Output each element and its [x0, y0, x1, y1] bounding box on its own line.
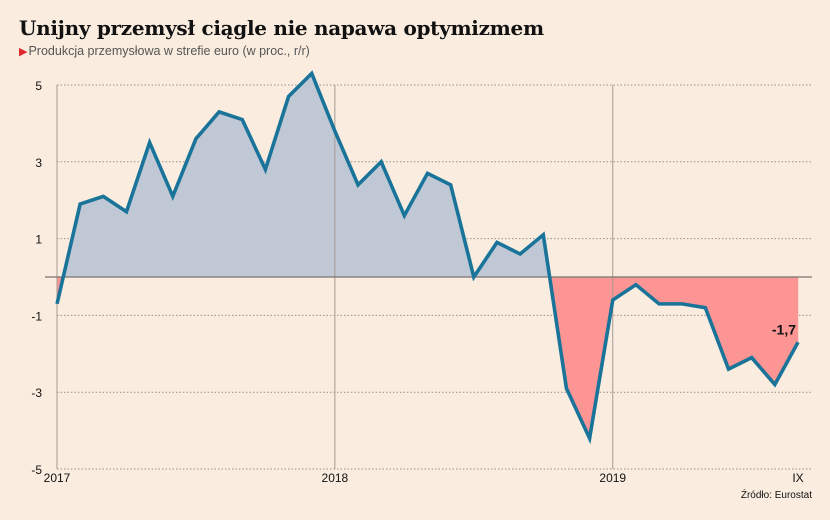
positive-area-fill — [62, 72, 550, 278]
x-tick-label: 2018 — [322, 471, 349, 485]
triangle-marker-icon: ▶ — [19, 46, 28, 58]
y-tick-label: -1 — [31, 309, 42, 323]
axes — [45, 85, 812, 469]
source-note: Źródło: Eurostat — [740, 490, 812, 501]
x-tick-label: 2017 — [44, 471, 71, 485]
y-tick-label: 1 — [35, 233, 42, 247]
y-tick-label: -3 — [31, 386, 42, 400]
chart-subtitle: ▶Produkcja przemysłowa w strefie euro (w… — [19, 44, 310, 58]
data-label-last: -1,7 — [772, 321, 796, 337]
x-tick-label: 2019 — [599, 471, 626, 485]
subtitle-text: Produkcja przemysłowa w strefie euro (w … — [28, 44, 310, 58]
negative-area-fill — [56, 276, 799, 439]
y-tick-label: 5 — [35, 79, 42, 93]
series-line-group — [55, 70, 800, 445]
x-tick-label: IX — [792, 471, 803, 485]
y-tick-label: 3 — [35, 156, 42, 170]
area-fills — [56, 72, 799, 439]
chart-title: Unijny przemysł ciągle nie napawa optymi… — [19, 16, 544, 40]
y-tick-label: -5 — [31, 463, 42, 477]
